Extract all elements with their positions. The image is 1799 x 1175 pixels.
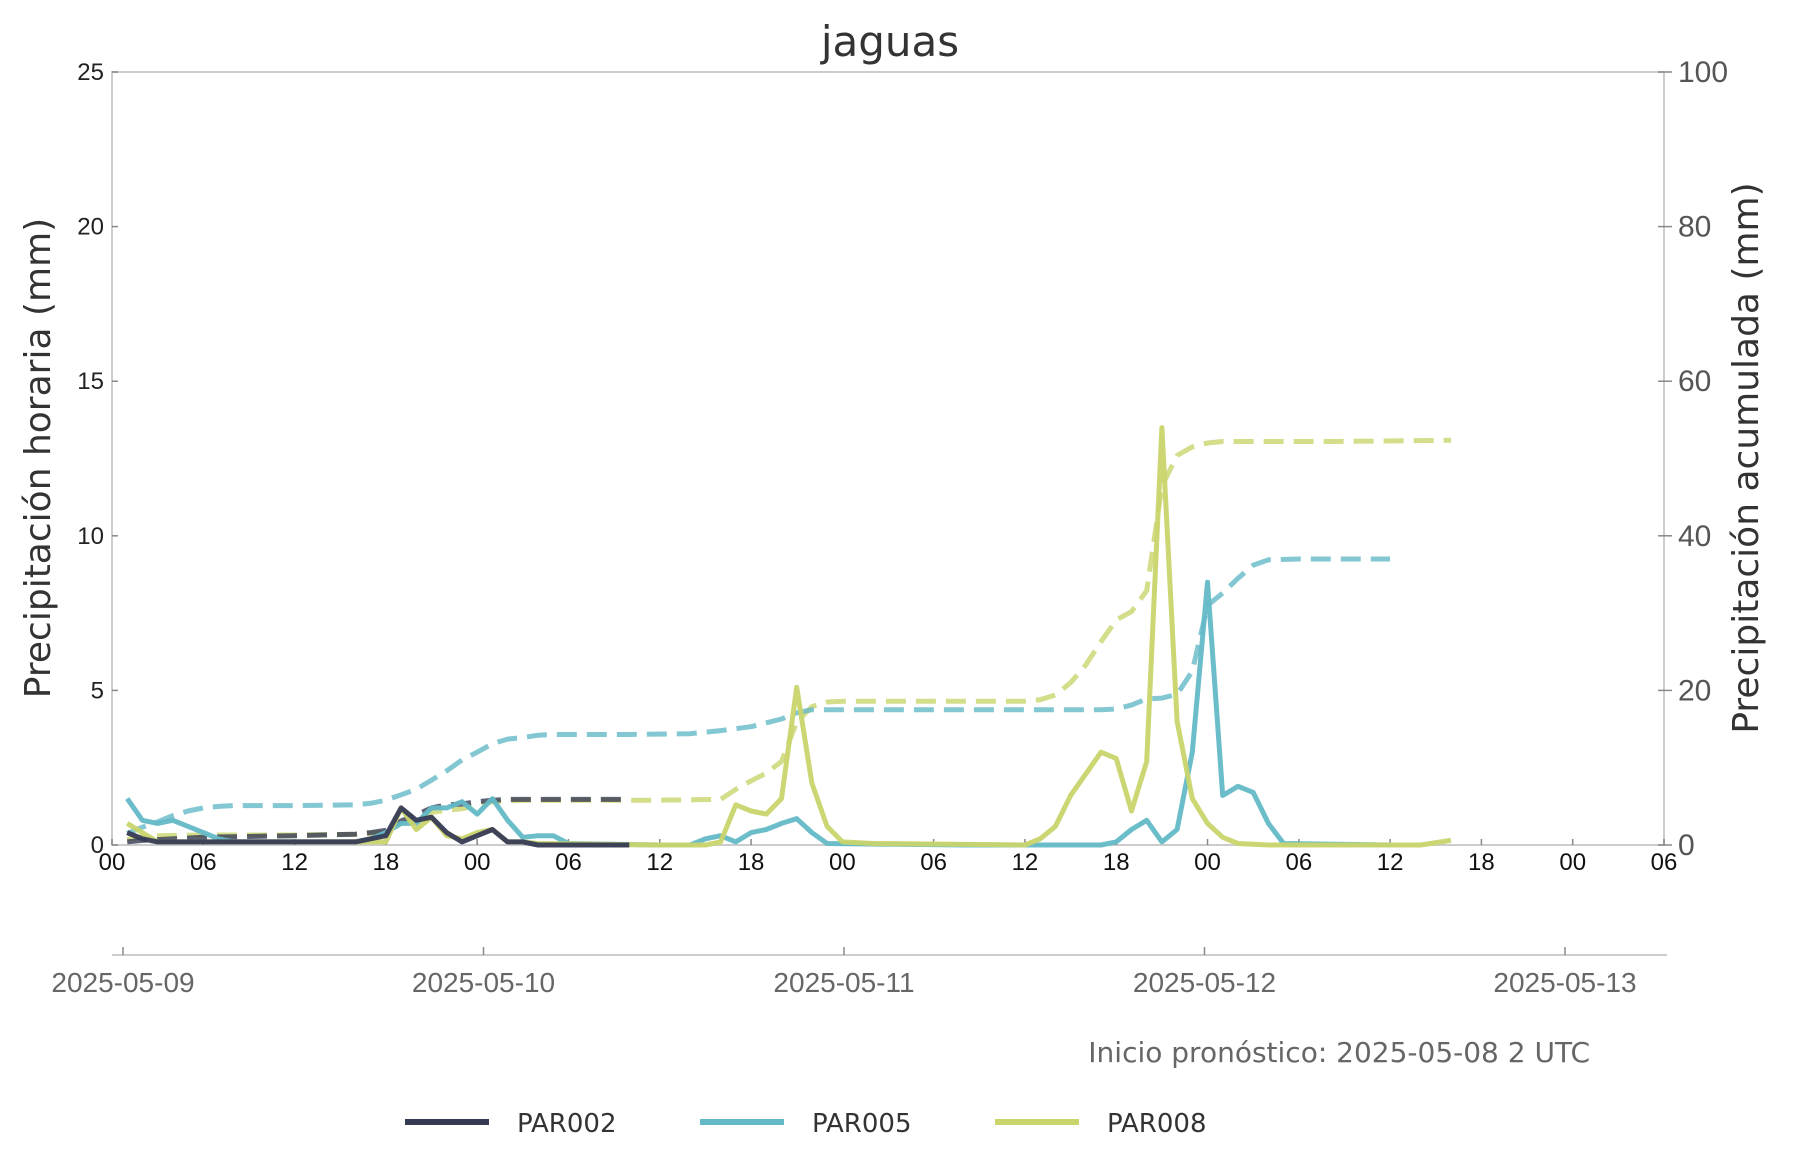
- left-tick-label: 20: [77, 214, 104, 241]
- hour-tick-label: 18: [738, 849, 765, 876]
- hour-tick-label: 18: [373, 849, 400, 876]
- right-axis-ticks: 0 20 40 60 80 100: [1658, 56, 1728, 862]
- hour-tick-label: 12: [1012, 849, 1039, 876]
- hour-tick-label: 12: [646, 849, 673, 876]
- hour-tick-label: 06: [555, 849, 582, 876]
- left-tick-label: 15: [77, 368, 104, 395]
- series-layer: [125, 425, 1452, 848]
- right-tick-label: 40: [1678, 520, 1711, 553]
- date-tick-label: 2025-05-10: [412, 967, 555, 998]
- chart-title: jaguas: [820, 17, 959, 66]
- left-tick-label: 5: [91, 677, 104, 704]
- left-tick-label: 10: [77, 523, 104, 550]
- hour-tick-label: 00: [99, 849, 126, 876]
- legend: PAR002 PAR005 PAR008: [405, 1109, 1207, 1139]
- right-tick-label: 0: [1678, 829, 1695, 862]
- forecast-start-note: Inicio pronóstico: 2025-05-08 2 UTC: [1088, 1036, 1590, 1069]
- hour-tick-label: 18: [1468, 849, 1495, 876]
- hour-tick-label: 12: [1377, 849, 1404, 876]
- hour-tick-label: 18: [1103, 849, 1130, 876]
- date-tick-label: 2025-05-12: [1133, 967, 1276, 998]
- hour-tick-label: 06: [190, 849, 217, 876]
- hourly-line-par002: [126, 805, 630, 848]
- plot-frame: [111, 71, 1665, 846]
- right-axis-label: Precipitación acumulada (mm): [1726, 182, 1767, 733]
- date-tick-label: 2025-05-11: [773, 967, 914, 998]
- right-tick-label: 20: [1678, 674, 1711, 707]
- cumulative-line-par008: [126, 437, 1452, 843]
- right-tick-label: 100: [1678, 56, 1728, 89]
- date-tick-label: 2025-05-13: [1493, 967, 1636, 998]
- left-axis-label: Precipitación horaria (mm): [18, 218, 59, 698]
- hour-tick-label: 00: [1194, 849, 1221, 876]
- hour-tick-label: 06: [1651, 849, 1678, 876]
- hourly-line-par008: [125, 425, 1452, 848]
- hour-tick-label: 06: [1285, 849, 1312, 876]
- left-tick-label: 0: [91, 832, 104, 859]
- legend-label: PAR005: [812, 1109, 912, 1139]
- hour-tick-label: 00: [464, 849, 491, 876]
- right-tick-label: 60: [1678, 365, 1711, 398]
- left-axis-ticks: 0 5 10 15 20 25: [77, 59, 118, 859]
- left-tick-label: 25: [77, 59, 104, 86]
- cumulative-line-par005: [126, 556, 1391, 836]
- hour-tick-label: 00: [1559, 849, 1586, 876]
- legend-label: PAR002: [517, 1109, 617, 1139]
- hour-axis-ticks: 00 06 12 18 00 06 12 18 00 06 12 18 00 06 12 18 00 06: [99, 839, 1678, 876]
- right-tick-label: 80: [1678, 211, 1711, 244]
- hour-tick-label: 06: [920, 849, 947, 876]
- legend-label: PAR008: [1107, 1109, 1207, 1139]
- hour-tick-label: 00: [829, 849, 856, 876]
- hour-tick-label: 12: [281, 849, 308, 876]
- date-tick-label: 2025-05-09: [51, 967, 194, 998]
- date-axis-ticks: 2025-05-09 2025-05-10 2025-05-11 2025-05-12…: [51, 947, 1637, 998]
